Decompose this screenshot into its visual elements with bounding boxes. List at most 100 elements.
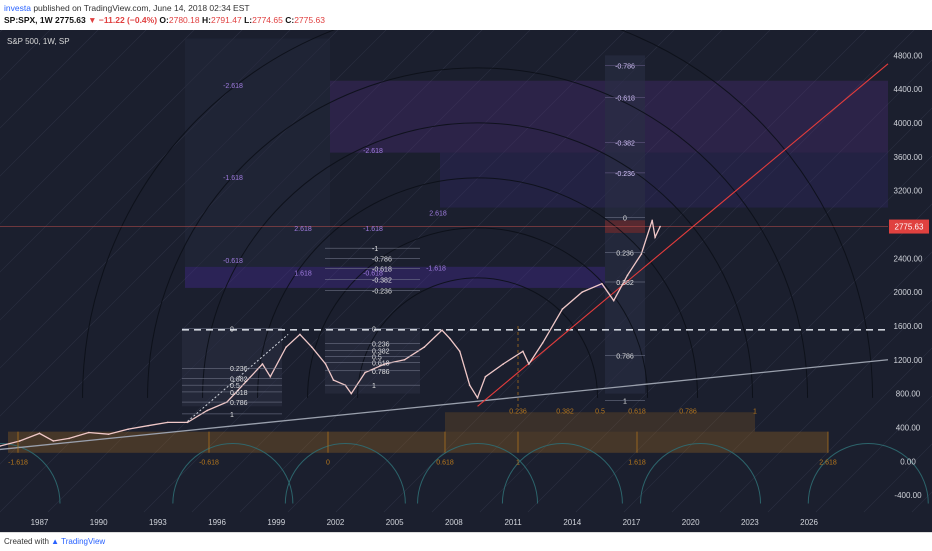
x-tick-label: 2011 <box>504 518 522 527</box>
spx-data-point <box>285 346 287 348</box>
axes-layer: 4800.004400.004000.003600.003200.002800.… <box>31 51 929 527</box>
fib-mid-label: 0 <box>372 327 376 334</box>
spx-data-point <box>541 342 544 344</box>
pitchfan-line <box>0 0 225 225</box>
chart-canvas[interactable]: 00.2360.3820.50.6180.786100.2360.3820.50… <box>0 0 932 532</box>
spx-data-point <box>522 350 524 353</box>
time-fib-upper-label: 1 <box>753 409 757 416</box>
spx-data-point <box>612 299 615 302</box>
spx-data-point <box>261 363 264 365</box>
spx-data-point <box>52 440 55 442</box>
pitchfan-line <box>0 0 273 273</box>
last-price-tag <box>889 219 929 234</box>
time-fib-label: -0.618 <box>199 459 219 466</box>
x-tick-label: 2023 <box>741 518 759 527</box>
x-tick-label: 1999 <box>267 518 285 527</box>
fib-mid-neg-label: -1 <box>372 246 378 253</box>
y-tick-label: 4000.00 <box>894 119 923 128</box>
x-tick-label: 2020 <box>682 518 700 527</box>
spx-data-point <box>0 445 1 447</box>
pitchfan-line <box>0 0 177 177</box>
pitchfan-line <box>0 0 81 81</box>
time-cycle-arc <box>501 443 623 504</box>
time-fib-label: 1.618 <box>628 459 646 466</box>
fib-extension-label: -1.618 <box>426 266 446 273</box>
fib-left-label: 0.618 <box>230 390 248 397</box>
pitchfan-line <box>0 0 129 129</box>
y-tick-label: 1600.00 <box>894 322 923 331</box>
tradingview-logo-icon: ▲ <box>51 537 60 546</box>
spx-data-point <box>423 346 426 348</box>
trendlines-layer <box>0 63 889 451</box>
spx-data-point <box>269 375 272 378</box>
fib-left-label: 1 <box>230 412 234 419</box>
fib-zones-layer <box>8 38 888 453</box>
y-tick-label: 3600.00 <box>894 153 923 162</box>
time-fib-upper-label: 0.5 <box>595 409 605 416</box>
spx-data-point <box>332 379 335 381</box>
spx-data-point <box>601 282 603 285</box>
spx-data-point <box>659 225 661 228</box>
chart-title: S&P 500, 1W, SP <box>7 37 70 46</box>
fib-arc <box>147 67 809 398</box>
spx-data-point <box>484 375 487 378</box>
spx-data-point <box>127 428 130 430</box>
time-cycle-arc <box>284 443 406 504</box>
price-series-layer <box>0 219 661 447</box>
x-tick-label: 2017 <box>623 518 641 527</box>
pitchfan-line <box>95 0 609 513</box>
chart-area[interactable]: 0 0.236 0.382 0.5 0.618 0.786 1 0 0.236 0.382 0.5 0… <box>0 0 932 532</box>
fib-right-label: 0.786 <box>616 354 634 361</box>
pitchfan-line <box>47 0 561 513</box>
tradingview-brand[interactable]: TradingView <box>61 537 106 546</box>
x-tick-label: 2014 <box>563 518 581 527</box>
pitchfan-line <box>239 0 753 513</box>
fib-right-label: 0 <box>623 216 627 223</box>
spx-data-point <box>147 424 149 427</box>
fib-mid-neg-label: -0.786 <box>372 256 392 263</box>
y-tick-label: -400.00 <box>894 491 922 500</box>
fib-right-label: 1 <box>623 398 627 405</box>
pitchfan-line <box>0 0 417 417</box>
fib-zone-mid <box>440 152 888 208</box>
uptrend-red-line <box>477 63 889 407</box>
pitchfan-line <box>527 107 932 513</box>
pitchfan-line <box>0 0 321 321</box>
pitchfan-line <box>623 203 932 513</box>
y-tick-label: 4400.00 <box>894 85 923 94</box>
time-fib-upper-label: 0.236 <box>509 409 527 416</box>
spx-data-point <box>310 346 313 348</box>
pitchfan-line <box>767 347 932 513</box>
fib-mid-label: 0.236 <box>372 342 390 349</box>
time-fib-label: 1 <box>516 459 520 466</box>
fib-left-label: 0.5 <box>230 383 240 390</box>
spx-data-point <box>468 384 471 386</box>
fib-mid-label: 0.618 <box>372 360 390 367</box>
time-fib-upper-label: 0.786 <box>679 409 697 416</box>
time-cycle-arc <box>807 443 929 504</box>
author-link[interactable]: investa <box>4 3 31 13</box>
x-tick-label: 1990 <box>90 518 108 527</box>
fib-extension-label: 2.618 <box>294 226 312 233</box>
y-tick-label: 400.00 <box>896 423 921 432</box>
fib-arc <box>357 277 599 398</box>
high-label: H: <box>201 15 211 25</box>
publish-line: investa published on TradingView.com, Ju… <box>4 3 250 13</box>
price-change: ▼ −11.22 (−0.4%) <box>88 15 158 25</box>
fib-extension-label: -1.618 <box>223 175 243 182</box>
spx-data-point <box>166 421 169 424</box>
time-cycle-arc <box>417 443 539 504</box>
symbol-label: SP:SPX, 1W <box>4 15 53 25</box>
y-tick-label: 800.00 <box>896 390 921 399</box>
spx-data-point <box>651 219 653 222</box>
pitchfan-line <box>719 299 932 513</box>
time-fib-label: 0 <box>326 459 330 466</box>
time-fib-zone-upper <box>445 412 755 432</box>
spx-data-point <box>206 409 208 412</box>
fib-extension-label: 1.618 <box>294 271 312 278</box>
x-tick-label: 1996 <box>208 518 226 527</box>
fib-arc <box>257 177 699 398</box>
last-price-tag-text: 2775.63 <box>895 223 924 232</box>
spx-data-point <box>403 358 406 361</box>
fib-extension-label: -1.618 <box>363 226 383 233</box>
